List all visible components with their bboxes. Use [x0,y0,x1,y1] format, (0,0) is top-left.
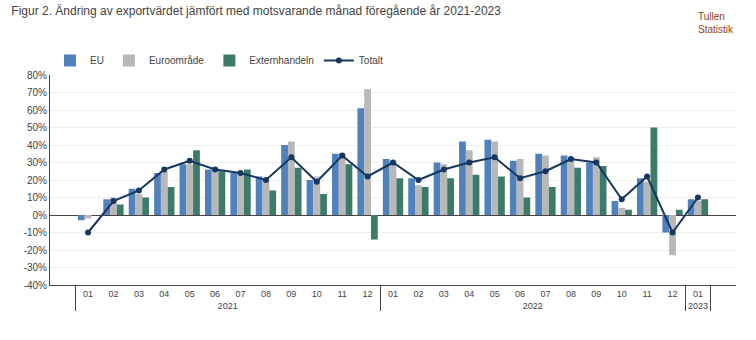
svg-text:Externhandeln: Externhandeln [249,55,314,66]
svg-text:2021: 2021 [218,301,238,311]
svg-text:02: 02 [413,289,423,299]
svg-text:30%: 30% [27,157,47,168]
svg-text:10: 10 [617,289,627,299]
svg-text:07: 07 [540,289,550,299]
svg-text:01: 01 [388,289,398,299]
svg-text:2023: 2023 [688,301,708,311]
svg-text:12: 12 [363,289,373,299]
svg-text:01: 01 [83,289,93,299]
svg-text:TullenStatistik: TullenStatistik [698,11,734,35]
svg-text:0%: 0% [33,210,48,221]
svg-text:08: 08 [566,289,576,299]
svg-text:05: 05 [185,289,195,299]
svg-text:20%: 20% [27,175,47,186]
svg-text:06: 06 [515,289,525,299]
svg-text:09: 09 [591,289,601,299]
svg-text:-20%: -20% [24,245,47,256]
svg-text:04: 04 [159,289,169,299]
svg-text:2022: 2022 [523,301,543,311]
svg-text:09: 09 [286,289,296,299]
svg-text:-10%: -10% [24,227,47,238]
svg-text:10: 10 [312,289,322,299]
svg-text:EU: EU [90,55,104,66]
svg-text:03: 03 [439,289,449,299]
svg-text:02: 02 [108,289,118,299]
svg-text:Figur 2. Ändring av exportvärd: Figur 2. Ändring av exportvärdet jämfört… [11,4,501,18]
svg-text:03: 03 [134,289,144,299]
svg-text:06: 06 [210,289,220,299]
svg-text:40%: 40% [27,140,47,151]
svg-text:10%: 10% [27,192,47,203]
svg-text:01: 01 [693,289,703,299]
svg-text:11: 11 [642,289,651,299]
svg-text:04: 04 [464,289,474,299]
svg-text:07: 07 [236,289,246,299]
svg-text:60%: 60% [27,105,47,116]
svg-text:-40%: -40% [24,280,47,291]
svg-text:11: 11 [337,289,346,299]
svg-text:Totalt: Totalt [359,55,383,66]
svg-text:Euroområde: Euroområde [149,55,204,66]
svg-text:80%: 80% [27,70,47,81]
svg-text:05: 05 [490,289,500,299]
svg-text:70%: 70% [27,87,47,98]
svg-text:08: 08 [261,289,271,299]
svg-text:12: 12 [668,289,678,299]
svg-text:50%: 50% [27,122,47,133]
svg-text:-30%: -30% [24,262,47,273]
